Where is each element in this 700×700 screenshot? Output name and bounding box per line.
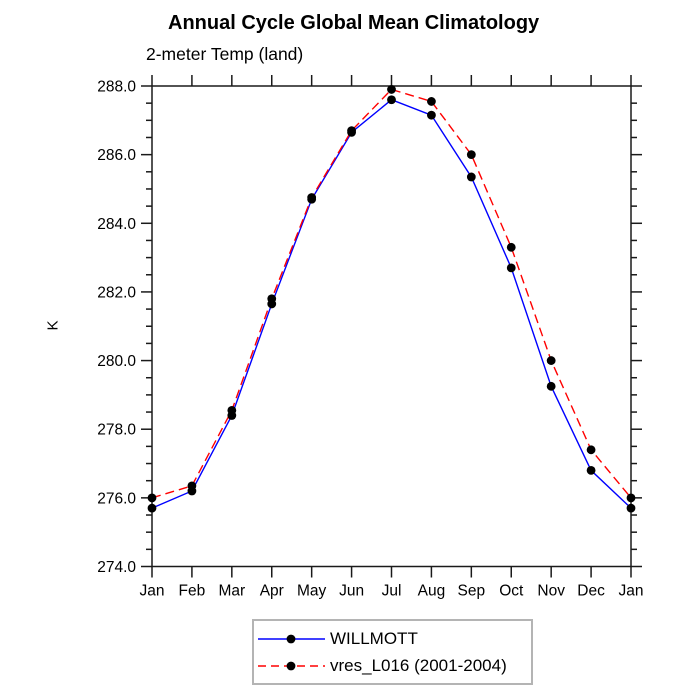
data-point-series-1 bbox=[227, 405, 237, 415]
data-point-series-1 bbox=[586, 445, 596, 455]
x-tick-label: Sep bbox=[458, 583, 486, 600]
data-point-series-0 bbox=[586, 466, 596, 475]
legend-label-vres-l016: vres_L016 (2001-2004) bbox=[330, 655, 507, 675]
x-axis: Jan Feb Mar Apr May Jun Jul Aug Sep Oct Nov Dec Jan bbox=[140, 75, 644, 600]
y-tick-label: 278.0 bbox=[97, 422, 136, 439]
x-tick-label: Mar bbox=[218, 583, 245, 600]
data-point-series-1 bbox=[466, 150, 476, 160]
data-point-series-1 bbox=[267, 294, 277, 304]
data-point-series-1 bbox=[546, 356, 556, 365]
legend-label-willmott: WILLMOTT bbox=[330, 628, 418, 648]
data-point-series-1 bbox=[427, 97, 436, 106]
x-tick-label: May bbox=[297, 583, 327, 600]
data-point-series-0 bbox=[626, 503, 636, 513]
legend-item-vres-l016: vres_L016 (2001-2004) bbox=[254, 652, 531, 679]
x-tick-label: Feb bbox=[179, 583, 206, 600]
data-point-series-1 bbox=[347, 126, 356, 136]
data-point-series-0 bbox=[466, 172, 476, 182]
data-point-series-0 bbox=[147, 503, 157, 513]
data-point-series-1 bbox=[626, 493, 636, 503]
data-point-series-1 bbox=[506, 242, 516, 252]
chart-subtitle: 2-meter Temp (land) bbox=[146, 44, 304, 64]
data-point-series-0 bbox=[506, 263, 516, 273]
y-tick-label: 276.0 bbox=[97, 490, 136, 507]
data-point-series-1 bbox=[147, 493, 157, 503]
legend-box: WILLMOTT vres_L016 (2001-2004) bbox=[252, 619, 533, 685]
data-point-series-0 bbox=[546, 381, 556, 391]
y-tick-label: 280.0 bbox=[97, 353, 136, 370]
x-tick-label: Oct bbox=[499, 583, 524, 600]
series-line-1 bbox=[151, 88, 632, 499]
y-tick-label: 282.0 bbox=[97, 284, 136, 301]
legend-dot-marker-icon bbox=[286, 634, 296, 643]
legend-item-willmott: WILLMOTT bbox=[254, 625, 531, 652]
x-tick-label: Jul bbox=[382, 583, 402, 600]
willmott-line-sample-icon bbox=[258, 634, 325, 643]
series-line-0 bbox=[151, 98, 632, 509]
y-tick-label: 274.0 bbox=[97, 559, 136, 576]
plot-box bbox=[151, 85, 632, 568]
x-tick-label: Aug bbox=[418, 583, 446, 600]
y-tick-label: 288.0 bbox=[97, 79, 136, 96]
x-tick-label: Jan bbox=[619, 583, 644, 600]
y-tick-label: 284.0 bbox=[97, 216, 136, 233]
data-point-series-1 bbox=[187, 481, 197, 491]
x-tick-label: Jun bbox=[339, 583, 364, 600]
y-tick-label: 286.0 bbox=[97, 147, 136, 164]
legend-dot-marker-icon bbox=[286, 661, 296, 670]
chart-title: Annual Cycle Global Mean Climatology bbox=[168, 12, 540, 34]
data-point-series-1 bbox=[387, 85, 396, 94]
data-point-series-0 bbox=[387, 95, 396, 105]
x-tick-label: Jan bbox=[140, 583, 165, 600]
vres-line-sample-icon bbox=[258, 661, 325, 670]
x-tick-label: Nov bbox=[537, 583, 565, 600]
x-tick-label: Apr bbox=[260, 583, 284, 600]
data-point-series-0 bbox=[427, 110, 436, 120]
y-axis: 274.0 276.0 278.0 280.0 282.0 284.0 286.0 288.0 bbox=[97, 79, 642, 576]
x-tick-label: Dec bbox=[577, 583, 605, 600]
data-point-series-1 bbox=[307, 193, 317, 202]
